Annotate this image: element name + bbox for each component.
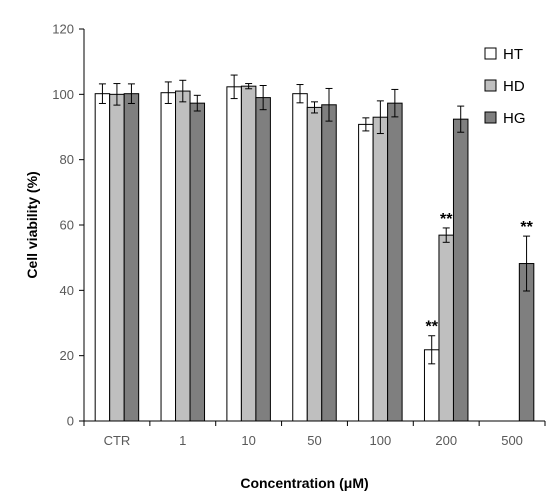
x-tick-label: 1 — [179, 433, 186, 448]
bar-hg-1 — [189, 102, 206, 422]
y-tick-label: 80 — [60, 152, 74, 167]
legend-swatch-hd — [484, 79, 497, 92]
bar-hg-200 — [452, 118, 469, 422]
legend: HT HD HG — [484, 46, 526, 127]
x-tick-label: 200 — [435, 433, 457, 448]
x-tick-label: CTR — [104, 433, 131, 448]
legend-label-ht: HT — [503, 46, 523, 63]
x-tick-label: 50 — [307, 433, 321, 448]
y-tick-label: 20 — [60, 348, 74, 363]
bar-hd-100 — [372, 116, 389, 422]
significance-marker: ** — [425, 319, 438, 336]
bar-hd-1 — [175, 90, 191, 422]
x-tick-label: 10 — [241, 433, 255, 448]
bar-hd-50 — [306, 106, 323, 422]
legend-swatch-ht — [484, 47, 497, 60]
y-tick-label: 60 — [60, 218, 74, 233]
bar-hd-ctr — [109, 93, 125, 422]
significance-marker: ** — [440, 211, 453, 228]
x-tick-label: 100 — [370, 433, 392, 448]
y-tick-label: 120 — [52, 22, 74, 37]
bar-ht-50 — [292, 93, 308, 422]
bar-hg-ctr — [123, 93, 140, 422]
x-axis-label: Concentration (μM) — [240, 475, 368, 491]
series-hg: ** — [123, 83, 535, 422]
y-tick-label: 0 — [67, 414, 74, 429]
x-tick-label: 500 — [501, 433, 523, 448]
y-tick-label: 100 — [52, 87, 74, 102]
series-hd: ** — [109, 79, 454, 422]
legend-swatch-hg — [484, 111, 497, 124]
bar-ht-100 — [358, 123, 374, 422]
bar-ht-1 — [160, 92, 177, 422]
bar-hg-10 — [255, 97, 271, 422]
series-ht: ** — [94, 74, 440, 422]
legend-label-hg: HG — [503, 110, 526, 127]
y-tick-label: 40 — [60, 283, 74, 298]
bar-series: ** ** ** — [94, 74, 535, 422]
y-axis-ticks: 0 20 40 60 80 100 120 — [52, 22, 84, 429]
significance-marker: ** — [520, 219, 533, 236]
y-axis-label: Cell viability (%) — [24, 171, 40, 278]
bar-hg-100 — [387, 102, 403, 422]
legend-label-hd: HD — [503, 78, 525, 95]
bar-hg-50 — [321, 104, 337, 422]
x-axis-ticks: CTR 1 10 50 100 200 500 — [83, 421, 546, 448]
bar-hd-200 — [438, 234, 454, 422]
bar-ht-10 — [226, 86, 242, 422]
bar-hd-10 — [240, 85, 257, 422]
bar-ht-ctr — [94, 93, 111, 422]
